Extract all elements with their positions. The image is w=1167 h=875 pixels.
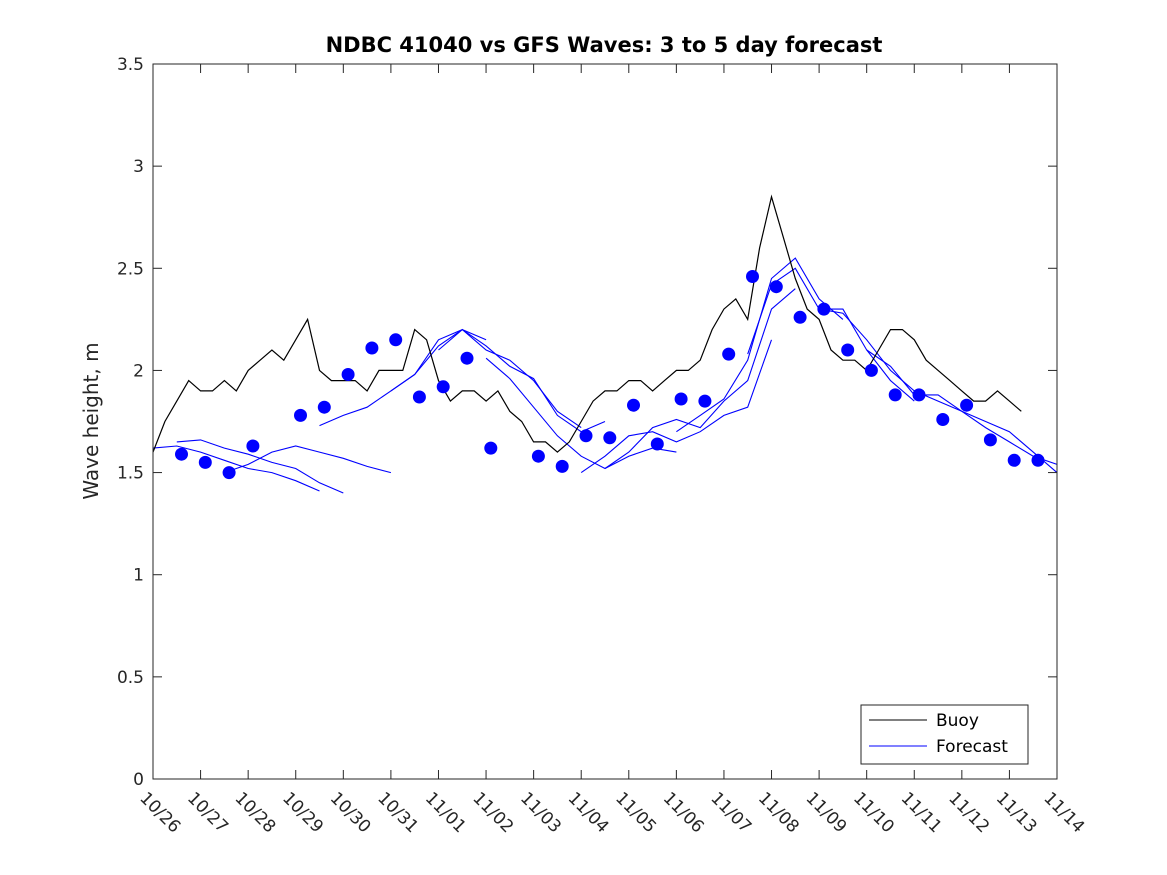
- chart-title: NDBC 41040 vs GFS Waves: 3 to 5 day fore…: [326, 33, 883, 57]
- forecast-marker: [674, 392, 688, 406]
- forecast-marker: [936, 413, 950, 426]
- forecast-marker: [222, 466, 236, 480]
- forecast-marker: [412, 390, 426, 404]
- forecast-marker: [175, 447, 188, 461]
- buoy-line: [152, 194, 1022, 453]
- forecast-line-9: [604, 288, 796, 469]
- forecast-marker: [960, 398, 974, 412]
- forecast-marker: [722, 347, 736, 361]
- forecast-marker: [650, 437, 664, 451]
- forecast-line-7: [485, 357, 677, 470]
- legend-forecast-label: Forecast: [936, 737, 1008, 757]
- forecast-marker: [888, 388, 902, 402]
- forecast-marker: [793, 310, 807, 324]
- forecast-marker: [531, 449, 545, 463]
- forecast-marker: [817, 302, 831, 316]
- legend-buoy-label: Buoy: [936, 711, 979, 731]
- forecast-marker: [389, 333, 403, 347]
- forecast-marker: [1031, 453, 1045, 467]
- forecast-line-3: [224, 445, 392, 474]
- y-axis-label: Wave height, m: [79, 342, 103, 499]
- forecast-marker: [436, 380, 450, 394]
- buoy-series: [152, 194, 1022, 453]
- forecast-marker: [341, 368, 355, 381]
- y-tick-label: 1: [133, 566, 144, 586]
- forecast-series: [152, 257, 1058, 494]
- forecast-marker: [912, 388, 926, 402]
- y-tick-label: 2: [133, 361, 144, 381]
- forecast-marker: [864, 363, 878, 377]
- forecast-line-8: [580, 339, 773, 474]
- forecast-marker: [1007, 453, 1021, 467]
- forecast-marker: [579, 429, 593, 443]
- y-tick-label: 1.5: [117, 464, 144, 484]
- y-tick-label: 2.5: [117, 259, 144, 279]
- forecast-marker: [603, 431, 617, 445]
- forecast-marker: [983, 433, 997, 447]
- forecast-line-12: [819, 308, 1058, 474]
- y-tick-label: 0: [133, 770, 144, 790]
- forecast-marker: [769, 280, 783, 294]
- forecast-line-13: [866, 349, 1058, 465]
- forecast-marker: [460, 351, 474, 365]
- forecast-marker: [198, 455, 212, 469]
- forecast-marker: [841, 343, 855, 357]
- forecast-markers: [175, 270, 1045, 480]
- legend-box: [860, 704, 1029, 765]
- forecast-marker: [555, 459, 569, 473]
- forecast-line-5: [390, 328, 582, 429]
- forecast-marker: [698, 394, 712, 408]
- forecast-marker: [294, 408, 307, 422]
- y-tick-label: 3.5: [117, 55, 144, 75]
- y-axis: 0 0.5 1 1.5 2 2.5 3 3.5: [117, 55, 1057, 790]
- forecast-marker: [246, 439, 260, 453]
- y-tick-label: 0.5: [117, 668, 144, 688]
- forecast-marker: [365, 341, 379, 355]
- legend: Buoy Forecast: [860, 704, 1029, 765]
- forecast-marker: [627, 398, 640, 412]
- forecast-marker: [317, 400, 331, 414]
- y-tick-label: 3: [133, 157, 144, 177]
- axes-box: [152, 63, 1058, 780]
- forecast-marker: [484, 441, 498, 455]
- forecast-marker: [746, 270, 759, 283]
- forecast-line-1: [152, 445, 320, 492]
